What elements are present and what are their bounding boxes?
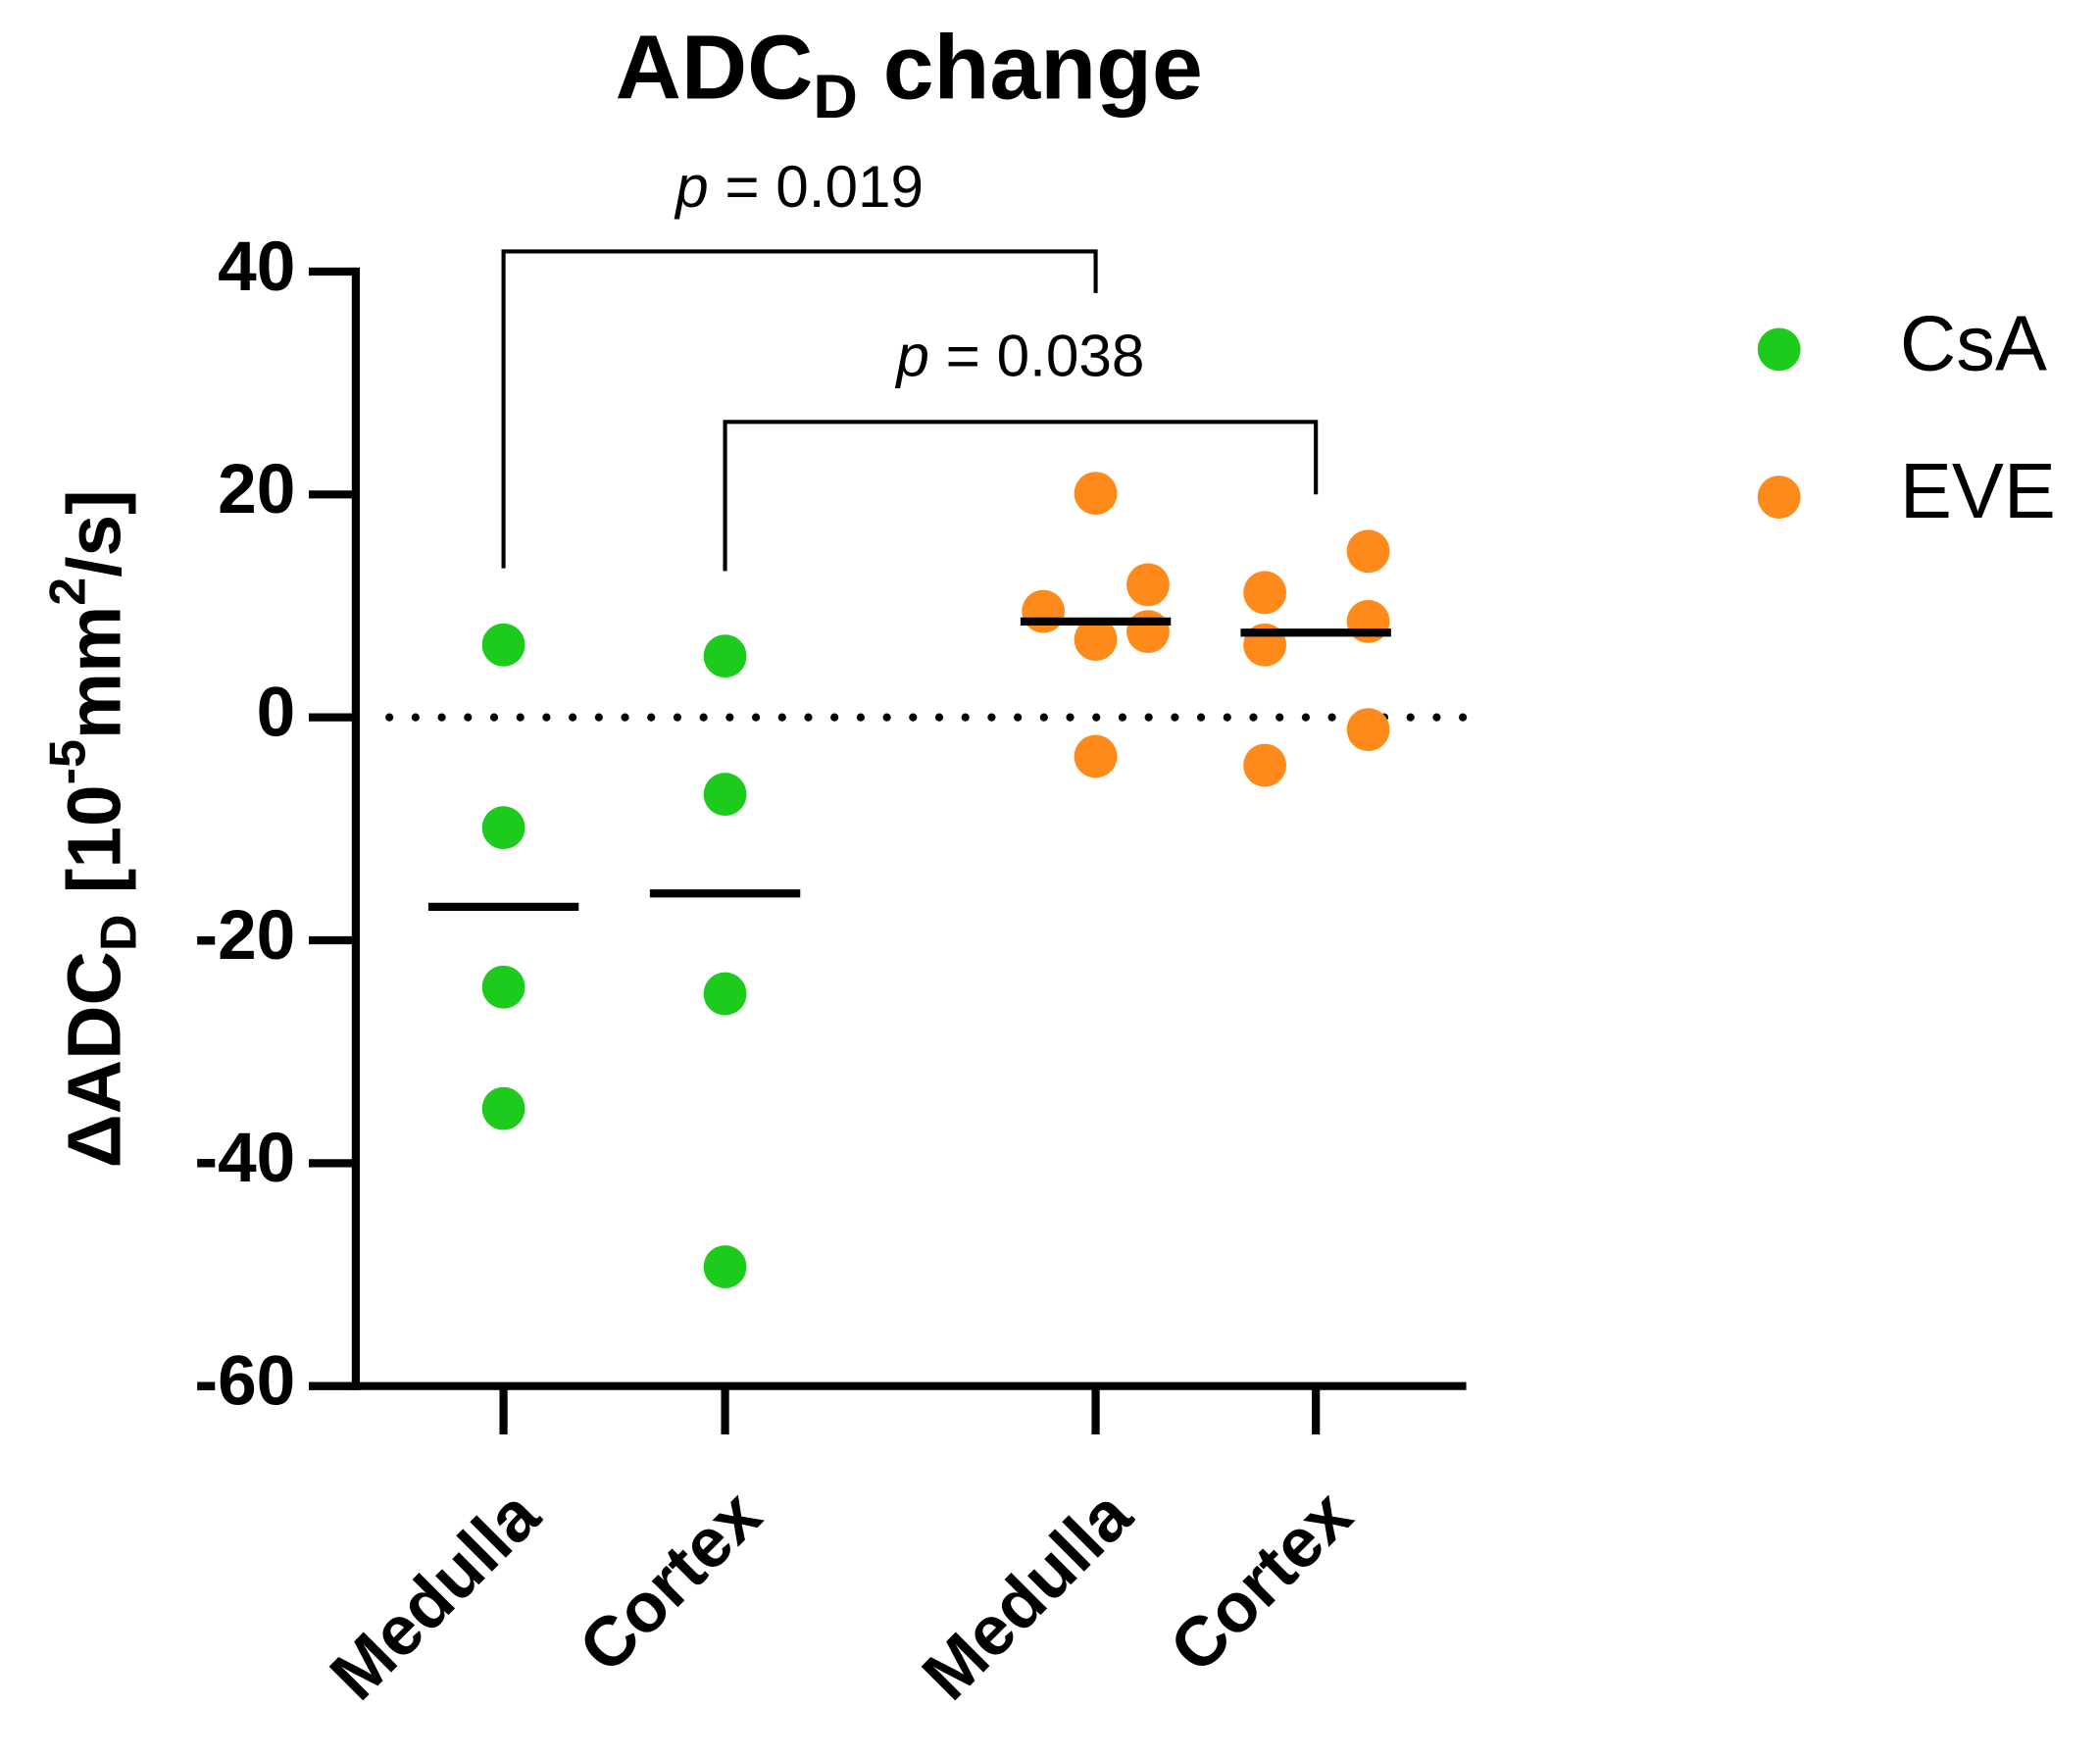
data-point xyxy=(1074,472,1118,516)
significance-bracket xyxy=(723,420,1319,572)
data-point xyxy=(703,972,747,1016)
y-label-part: ΔADC xyxy=(54,951,137,1168)
title-main: ADC xyxy=(616,16,814,118)
chart-title: ADCD change xyxy=(616,16,1203,130)
data-point xyxy=(703,1245,747,1288)
y-tick-label: -20 xyxy=(194,897,295,975)
data-point xyxy=(1074,618,1118,661)
data-point xyxy=(481,623,525,667)
x-tick-label: Medulla xyxy=(316,1476,555,1715)
y-label-part: -5 xyxy=(39,739,96,784)
data-point xyxy=(1126,610,1170,654)
legend-label: CsA xyxy=(1900,299,2047,386)
data-point xyxy=(1243,743,1287,787)
y-label-part: D xyxy=(90,915,147,952)
y-tick-label: -40 xyxy=(194,1120,295,1197)
y-axis-label: ΔADCD [10-5mm2/s] xyxy=(39,489,147,1168)
data-point xyxy=(481,965,525,1009)
y-tick-label: 40 xyxy=(218,228,295,306)
legend-label: EVE xyxy=(1900,447,2056,534)
y-label-part: /s] xyxy=(54,489,137,577)
p-text: = 0.038 xyxy=(929,322,1144,388)
x-tick-label: Cortex xyxy=(565,1476,776,1687)
data-point xyxy=(1346,708,1390,752)
y-label-part: [10 xyxy=(54,784,137,914)
p-symbol: p xyxy=(674,153,709,220)
x-tick-label: Medulla xyxy=(908,1476,1147,1715)
y-tick-label: -60 xyxy=(194,1343,295,1421)
data-point xyxy=(1126,563,1170,607)
title-sub: D xyxy=(813,63,858,131)
data-point xyxy=(1243,571,1287,615)
title-rest: change xyxy=(858,16,1203,118)
y-tick-label: 20 xyxy=(218,451,295,528)
p-value: p = 0.038 xyxy=(894,322,1144,388)
p-value: p = 0.019 xyxy=(674,153,924,220)
y-label-part: mm xyxy=(54,606,137,739)
data-point xyxy=(703,634,747,678)
data-point xyxy=(481,1086,525,1130)
x-tick-label: Cortex xyxy=(1156,1476,1368,1687)
data-point xyxy=(1074,734,1118,778)
p-text: = 0.019 xyxy=(709,153,924,220)
data-point xyxy=(1346,529,1390,574)
p-symbol: p xyxy=(894,322,929,388)
legend-marker xyxy=(1757,327,1801,372)
data-point xyxy=(1022,589,1066,633)
data-point xyxy=(481,806,525,850)
significance-bracket xyxy=(501,249,1098,569)
data-point xyxy=(703,773,747,817)
y-tick-label: 0 xyxy=(257,674,296,751)
y-label-part: 2 xyxy=(39,577,96,606)
legend-marker xyxy=(1757,476,1801,519)
